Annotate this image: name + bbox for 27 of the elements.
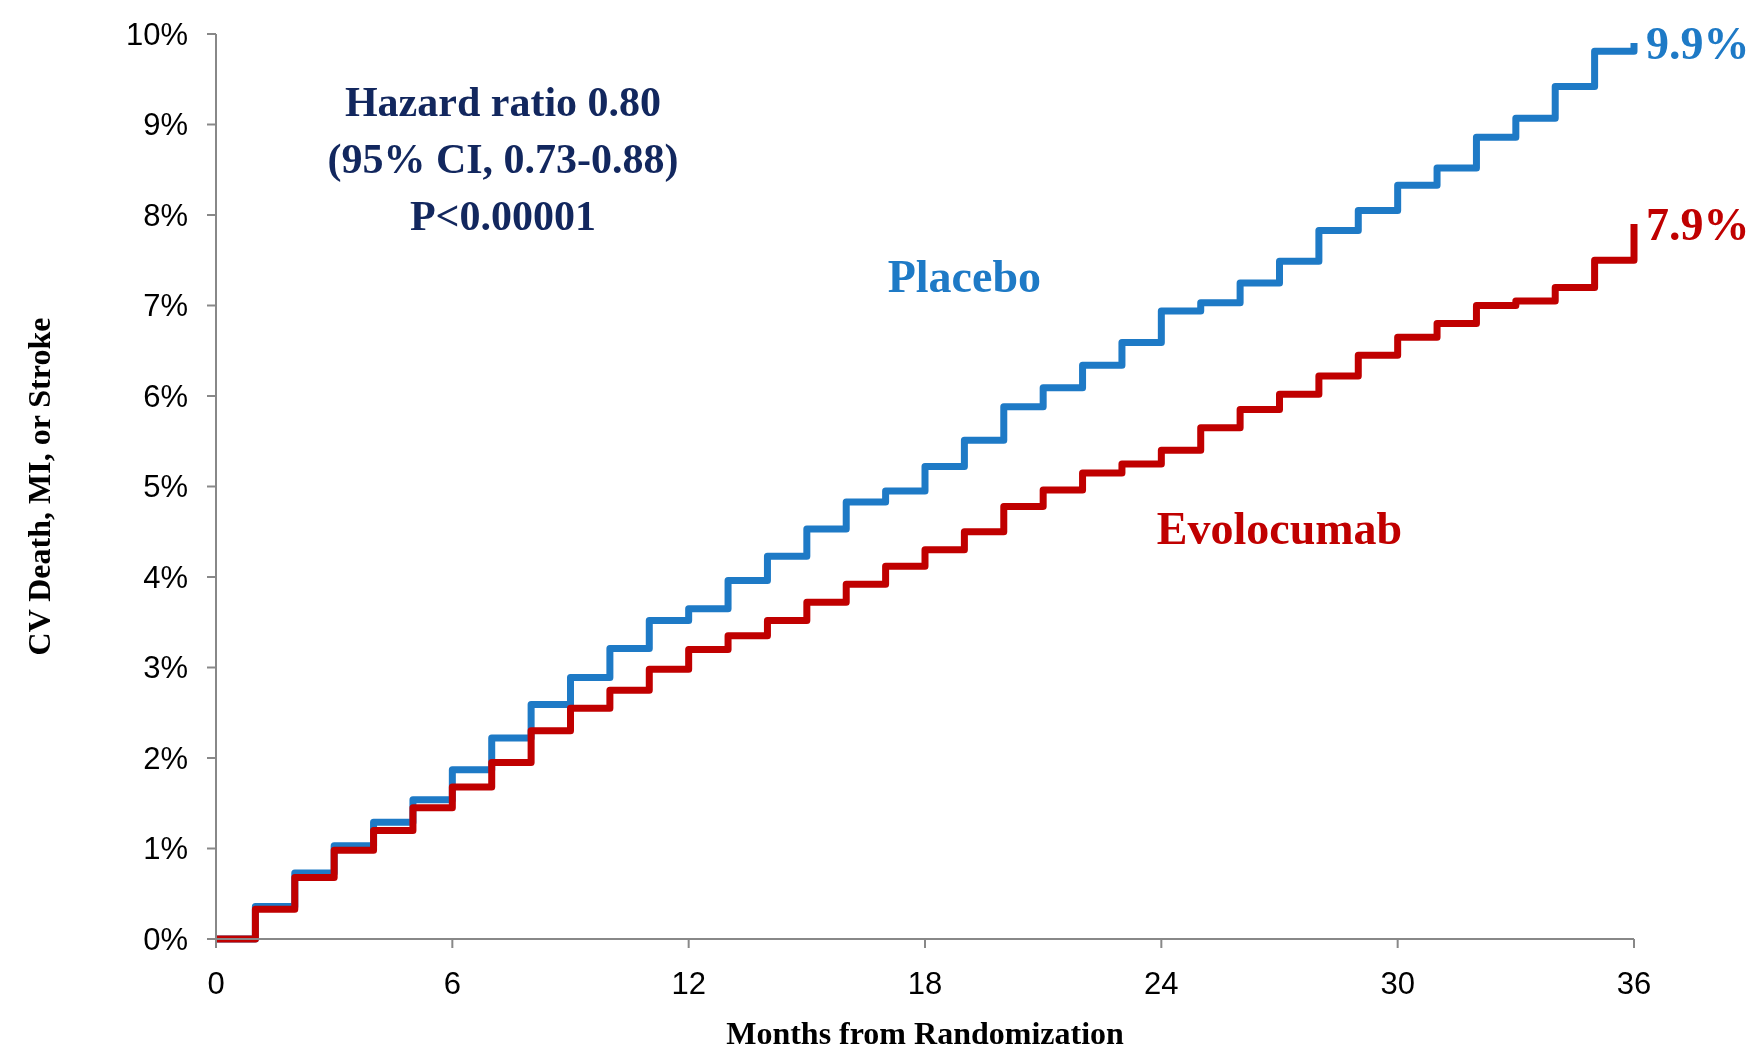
y-tick-label: 7% <box>143 288 188 324</box>
y-tick-label: 4% <box>143 559 188 595</box>
y-tick-label: 9% <box>143 107 188 143</box>
y-axis-title: CV Death, MI, or Stroke <box>21 317 57 656</box>
annotation: (95% CI, 0.73-0.88) <box>327 136 679 183</box>
y-tick-label: 10% <box>125 16 188 52</box>
y-tick-label: 3% <box>143 650 188 686</box>
y-tick-label: 1% <box>143 831 188 867</box>
x-tick-label: 24 <box>1144 966 1179 1001</box>
y-tick-label: 6% <box>143 378 188 414</box>
y-tick-label: 2% <box>143 740 188 776</box>
x-axis-title: Months from Randomization <box>726 1015 1125 1051</box>
y-tick-label: 8% <box>143 197 188 233</box>
annotation: 9.9% <box>1646 18 1750 70</box>
x-tick-label: 12 <box>671 966 706 1001</box>
x-tick-label: 30 <box>1380 966 1415 1001</box>
y-tick-label: 0% <box>143 921 188 957</box>
series-label: Evolocumab <box>1156 503 1403 555</box>
x-tick-label: 18 <box>907 966 943 1001</box>
x-tick-label: 0 <box>207 966 225 1001</box>
annotation: 7.9% <box>1646 199 1750 251</box>
y-tick-label: 5% <box>143 469 188 505</box>
series-label: Placebo <box>887 251 1042 303</box>
annotation: P<0.00001 <box>409 193 597 239</box>
x-tick-label: 6 <box>443 966 461 1001</box>
annotation: Hazard ratio 0.80 <box>344 79 662 125</box>
x-tick-label: 36 <box>1616 966 1652 1001</box>
